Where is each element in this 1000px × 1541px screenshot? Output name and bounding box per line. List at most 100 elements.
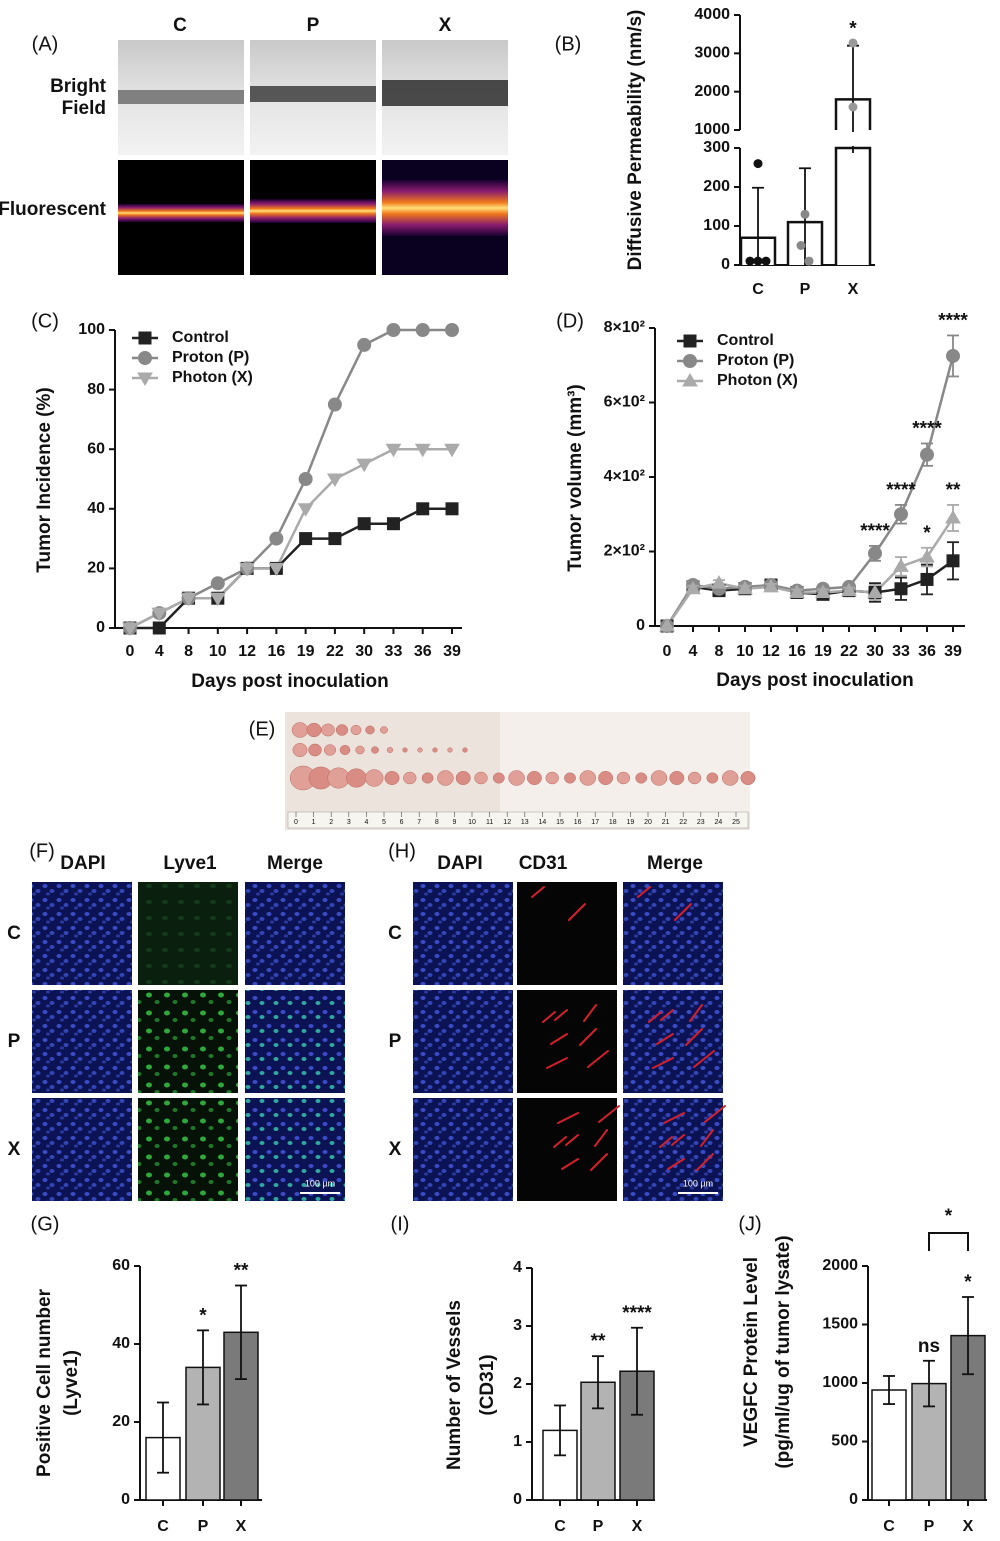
legend-label: Photon (X) [717,372,798,389]
ruler [287,811,749,829]
marker [357,517,371,531]
x-axis-label: Days post inoculation [716,670,913,691]
y-axis-label: (CD31) [477,1354,498,1415]
ruler-label: 5 [382,819,386,826]
tumor [386,747,394,753]
data-point [761,256,771,266]
x-tick-label: 4 [155,643,164,660]
y-tick-label: 2000 [822,1257,858,1274]
y-tick-label: 3000 [694,45,730,62]
marker [180,592,197,607]
panel-label: (D) [556,310,584,332]
vessel [531,886,545,898]
vessel [554,1009,568,1021]
marker [386,323,401,337]
tumor [492,772,505,784]
column-label: DAPI [437,853,482,874]
vessel [671,1134,685,1146]
ruler-label: 10 [468,819,476,826]
tumor [323,744,337,756]
legend-label: Proton (P) [717,352,794,369]
vessel [590,1153,608,1171]
y-tick-label: 100 [78,321,105,338]
vessel [685,1028,703,1046]
x-tick-label: 33 [892,643,910,660]
y-tick-label: 8×10² [604,319,645,336]
vessel [704,1105,726,1123]
vessel [587,1050,609,1068]
tumor [455,771,471,785]
micrograph [413,990,513,1093]
tumor-photo: 0 1 2 3 4 5 6 7 8 9 10 11 12 13 14 15 16 17 18 19 20 21 22 23 24… [285,712,756,830]
x-tick-label: P [924,1518,935,1535]
fluorescent-band [118,204,244,222]
marker [737,580,753,595]
fluorescent-band [382,180,508,236]
micrograph [623,1098,723,1201]
vessel [696,1153,714,1171]
marker [138,331,152,345]
x-tick-label: 36 [918,643,936,660]
x-tick-label: 39 [443,643,461,660]
y-tick-label: 2 [513,1375,522,1392]
significance: **** [860,521,890,542]
micrograph [32,882,132,985]
marker [268,562,285,577]
marker [946,554,960,568]
panel-label: (F) [29,840,55,862]
row-label: Field [62,98,106,119]
ruler-label: 1 [312,819,316,826]
marker [297,503,314,517]
vessel [568,903,586,921]
x-tick-label: 12 [238,643,256,660]
tumor [371,746,379,754]
marker [239,562,255,577]
tumor [635,772,648,784]
y-tick-label: 1500 [822,1316,858,1333]
row-label: X [389,1139,402,1160]
ruler-label: 17 [591,819,599,826]
data-point [804,256,814,266]
vessel [565,1134,579,1146]
marker [328,532,342,546]
tumor [403,771,417,785]
tumor [417,747,423,753]
data-point [848,102,858,112]
channel [118,90,244,104]
significance: **** [912,418,942,439]
y-tick-label: 0 [121,1491,130,1508]
y-tick-label: 2000 [694,83,730,100]
x-tick-label: 39 [944,643,962,660]
marker [894,582,908,596]
x-tick-label: 10 [209,643,227,660]
marker [945,509,961,524]
marker [416,502,430,516]
tumor [437,770,454,786]
row-label: P [389,1031,402,1052]
micrograph [623,882,723,985]
tumor [327,767,350,789]
ruler-label: 2 [329,819,333,826]
micrograph [245,882,345,985]
micrograph [138,990,238,1093]
panel-label: (I) [391,1213,410,1235]
marker [711,575,727,589]
marker [299,532,313,546]
row-label: P [8,1031,21,1052]
vessel [637,886,651,898]
tumor [321,723,335,737]
ruler-label: 18 [609,819,617,826]
y-tick-label: 200 [703,178,730,195]
y-tick-label: 20 [112,1413,130,1430]
significance: ** [234,1261,249,1282]
x-tick-label: 30 [866,643,884,660]
significance: **** [886,480,916,501]
tumor [365,725,375,735]
y-tick-label: 20 [87,560,105,577]
vessel [656,1033,674,1045]
ruler-label: 4 [364,819,368,826]
x-tick-label: 22 [840,643,858,660]
legend-label: Photon (X) [172,369,253,386]
y-tick-label: 40 [87,500,105,517]
x-tick-label: P [593,1518,604,1535]
